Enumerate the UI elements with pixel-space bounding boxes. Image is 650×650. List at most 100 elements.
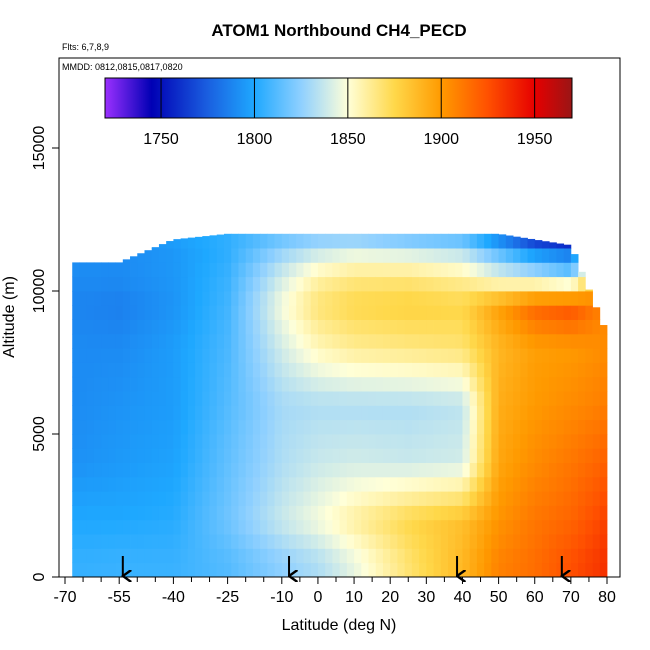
heatmap-cell <box>260 534 268 549</box>
heatmap-cell <box>260 519 268 535</box>
heatmap-cell <box>527 391 536 406</box>
heatmap-cell <box>260 476 268 492</box>
heatmap-cell <box>520 476 528 492</box>
heatmap-cell <box>144 434 153 449</box>
heatmap-cell <box>556 548 565 564</box>
heatmap-cell <box>469 348 478 363</box>
heatmap-cell <box>592 448 601 463</box>
heatmap-cell <box>216 305 225 320</box>
heatmap-cell <box>375 548 384 564</box>
heatmap-cell <box>390 491 398 506</box>
heatmap-cell <box>166 505 174 521</box>
heatmap-cell <box>375 348 384 363</box>
heatmap-cell <box>245 448 254 463</box>
heatmap-cell <box>433 505 442 521</box>
x-tick-label: 50 <box>490 589 508 606</box>
heatmap-cell <box>195 348 203 363</box>
heatmap-cell <box>578 491 586 506</box>
heatmap-cell <box>534 248 543 263</box>
heatmap-cell <box>195 562 203 577</box>
heatmap-cell <box>578 519 586 535</box>
heatmap-cell <box>216 548 225 564</box>
heatmap-cell <box>325 448 333 463</box>
heatmap-cell <box>180 248 189 263</box>
heatmap-cell <box>382 319 391 335</box>
heatmap-cell <box>122 259 131 263</box>
heatmap-cell <box>368 348 377 363</box>
heatmap-cell <box>187 476 196 492</box>
heatmap-cell <box>534 519 543 535</box>
heatmap-cell <box>303 419 312 435</box>
heatmap-cell <box>440 348 449 363</box>
heatmap-cell <box>448 448 456 463</box>
heatmap-cell <box>72 462 80 478</box>
heatmap-cell <box>556 519 565 535</box>
heatmap-cell <box>252 376 261 392</box>
heatmap-cell <box>448 319 456 335</box>
heatmap-cell <box>491 534 499 549</box>
heatmap-cell <box>462 276 471 292</box>
heatmap-cell <box>484 548 492 564</box>
heatmap-cell <box>325 276 333 292</box>
heatmap-cell <box>433 562 442 577</box>
heatmap-cell <box>296 248 304 263</box>
heatmap-cell <box>130 333 138 349</box>
heatmap-cell <box>303 448 312 463</box>
heatmap-cell <box>491 505 499 521</box>
heatmap-cell <box>86 305 95 320</box>
heatmap-cell <box>476 305 485 320</box>
heatmap-cell <box>231 262 239 278</box>
heatmap-cell <box>390 562 398 577</box>
heatmap-cell <box>541 448 550 463</box>
heatmap-cell <box>158 519 167 535</box>
heatmap-cell <box>223 491 232 506</box>
heatmap-cell <box>570 448 579 463</box>
heatmap-cell <box>317 319 326 335</box>
heatmap-cell <box>260 405 268 421</box>
heatmap-cell <box>260 333 268 349</box>
heatmap-cell <box>599 391 608 406</box>
heatmap-cell <box>484 319 492 335</box>
heatmap-cell <box>426 562 434 577</box>
heatmap-cell <box>599 419 608 435</box>
heatmap-cell <box>158 319 167 335</box>
heatmap-cell <box>426 305 434 320</box>
heatmap-cell <box>86 391 95 406</box>
heatmap-cell <box>354 305 362 320</box>
heatmap-cell <box>238 391 247 406</box>
heatmap-cell <box>303 248 312 263</box>
heatmap-cell <box>296 448 304 463</box>
heatmap-cell <box>332 333 341 349</box>
heatmap-cell <box>274 491 283 506</box>
heatmap-cell <box>274 434 283 449</box>
heatmap-cell <box>158 262 167 278</box>
heatmap-cell <box>527 476 536 492</box>
heatmap-cell <box>223 319 232 335</box>
heatmap-cell <box>426 376 434 392</box>
heatmap-cell <box>274 305 283 320</box>
heatmap-cell <box>469 233 478 249</box>
heatmap-cell <box>520 333 528 349</box>
heatmap-cell <box>180 462 189 478</box>
heatmap-cell <box>115 491 124 506</box>
heatmap-cell <box>520 548 528 564</box>
heatmap-cell <box>513 434 521 449</box>
heatmap-cell <box>455 276 463 292</box>
heatmap-cell <box>455 262 463 278</box>
heatmap-cell <box>209 491 218 506</box>
heatmap-cell <box>448 376 456 392</box>
heatmap-cell <box>325 233 333 249</box>
heatmap-cell <box>563 562 572 577</box>
heatmap-cell <box>195 419 203 435</box>
heatmap-cell <box>469 462 478 478</box>
heatmap-cell <box>303 434 312 449</box>
heatmap-cell <box>411 376 420 392</box>
heatmap-cell <box>375 562 384 577</box>
heatmap-cell <box>354 405 362 421</box>
heatmap-cell <box>245 348 254 363</box>
heatmap-cell <box>289 505 297 521</box>
heatmap-cell <box>260 376 268 392</box>
heatmap-cell <box>223 233 232 249</box>
heatmap-cell <box>93 462 102 478</box>
heatmap-cell <box>462 391 471 406</box>
